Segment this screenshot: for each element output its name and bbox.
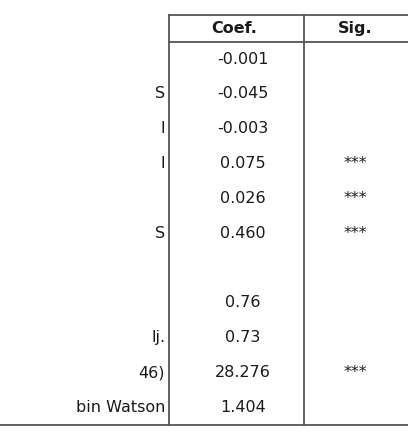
Text: 1.404: 1.404	[220, 400, 266, 415]
Text: -0.045: -0.045	[217, 86, 268, 101]
Text: ***: ***	[343, 191, 367, 206]
Text: lj.: lj.	[151, 330, 165, 345]
Text: 0.76: 0.76	[225, 295, 261, 311]
Text: ***: ***	[343, 156, 367, 171]
Text: S: S	[155, 226, 165, 241]
Text: 46): 46)	[139, 365, 165, 380]
Text: 0.026: 0.026	[220, 191, 266, 206]
Text: -0.001: -0.001	[217, 52, 268, 67]
Text: 28.276: 28.276	[215, 365, 271, 380]
Text: ***: ***	[343, 365, 367, 380]
Text: 0.73: 0.73	[225, 330, 260, 345]
Text: S: S	[155, 86, 165, 101]
Text: 0.075: 0.075	[220, 156, 266, 171]
Text: bin Watson: bin Watson	[76, 400, 165, 415]
Text: 0.460: 0.460	[220, 226, 266, 241]
Text: -0.003: -0.003	[217, 121, 268, 136]
Text: l: l	[161, 121, 165, 136]
Text: Sig.: Sig.	[338, 21, 372, 36]
Text: l: l	[161, 156, 165, 171]
Text: ***: ***	[343, 226, 367, 241]
Text: Coef.: Coef.	[212, 21, 257, 36]
